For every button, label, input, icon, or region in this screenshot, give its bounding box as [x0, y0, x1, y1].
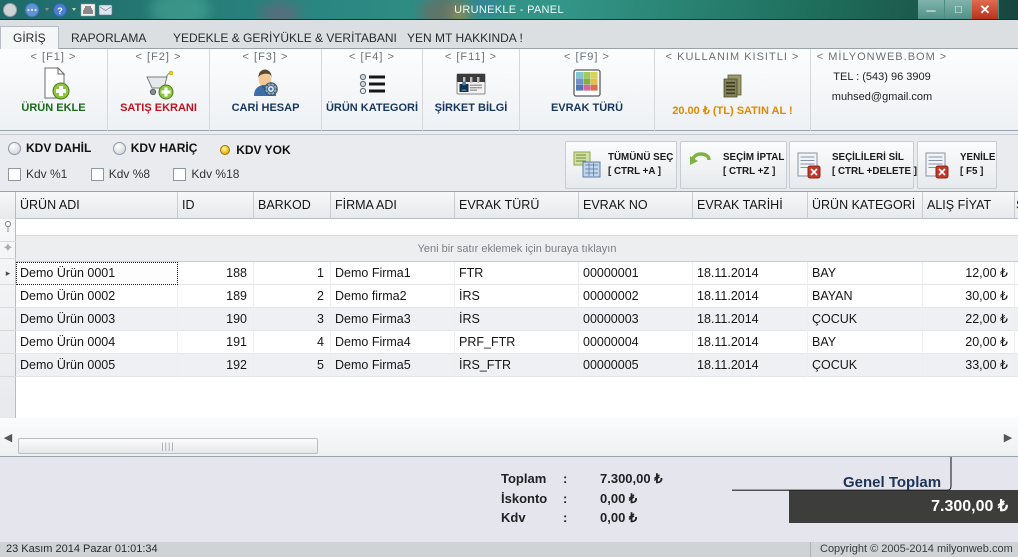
svg-text:?: ? [57, 6, 63, 16]
